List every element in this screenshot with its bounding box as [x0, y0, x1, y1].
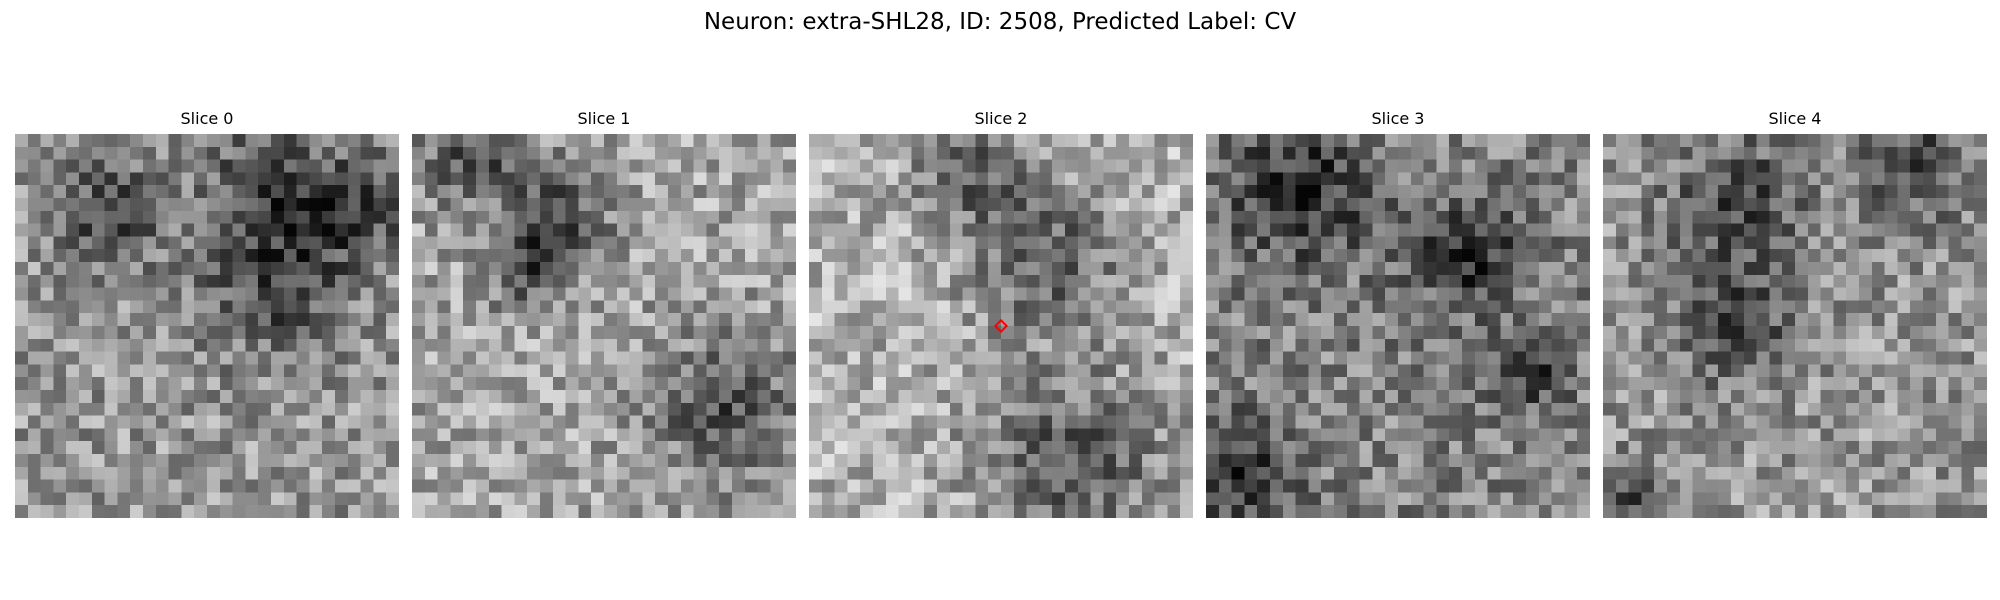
slice-image-2 — [809, 134, 1193, 518]
slice-title-1: Slice 1 — [577, 109, 631, 128]
slice-title-2: Slice 2 — [974, 109, 1028, 128]
slice-canvas-0 — [15, 134, 399, 518]
slice-canvas-1 — [412, 134, 796, 518]
slice-title-0: Slice 0 — [180, 109, 234, 128]
slice-image-1 — [412, 134, 796, 518]
slice-title-4: Slice 4 — [1768, 109, 1822, 128]
slice-canvas-2 — [809, 134, 1193, 518]
slice-image-0 — [15, 134, 399, 518]
slice-title-3: Slice 3 — [1371, 109, 1425, 128]
slice-canvas-3 — [1206, 134, 1590, 518]
slice-canvas-4 — [1603, 134, 1987, 518]
slice-image-4 — [1603, 134, 1987, 518]
figure-title: Neuron: extra-SHL28, ID: 2508, Predicted… — [703, 9, 1297, 35]
slice-image-3 — [1206, 134, 1590, 518]
